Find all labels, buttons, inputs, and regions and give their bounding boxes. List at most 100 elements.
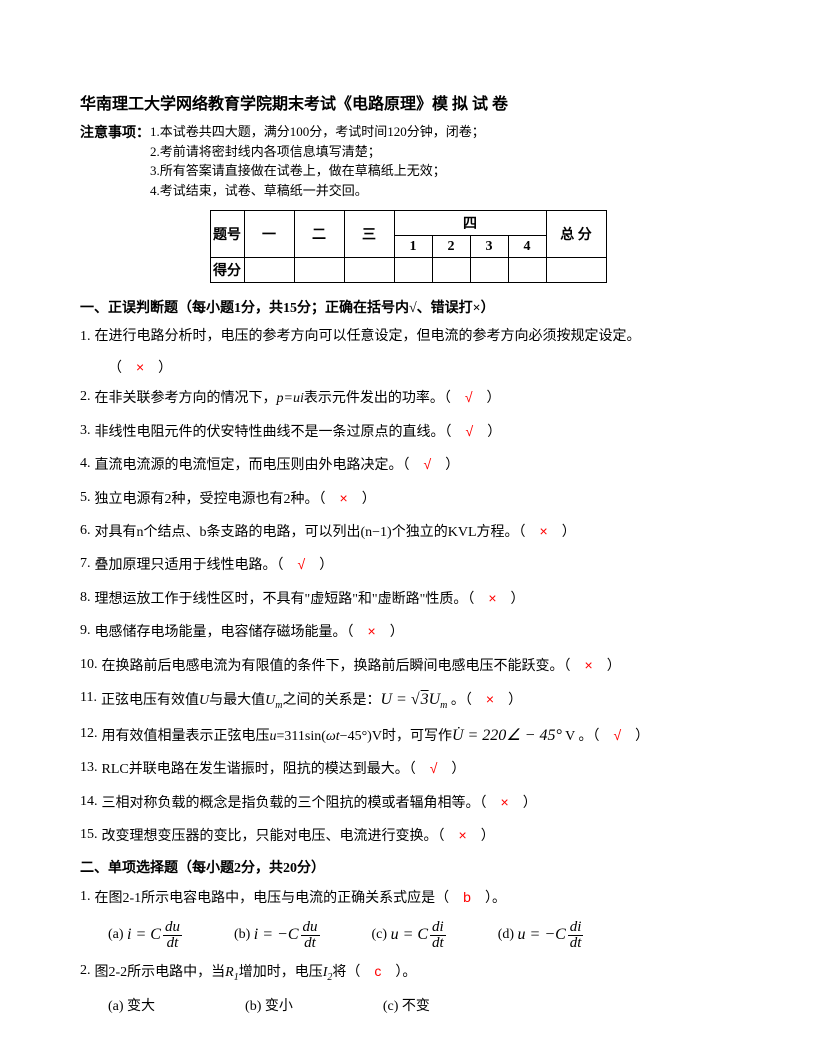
question-number: 10. [80, 654, 98, 678]
col-header: 一 [244, 211, 294, 258]
question: 1. 在进行电路分析时，电压的参考方向可以任意设定，但电流的参考方向必须按规定设… [80, 326, 736, 348]
question-text: 三相对称负载的概念是指负载的三个阻抗的模或者辐角相等。（ × ） [102, 791, 737, 815]
section-header: 一、正误判断题（每小题1分，共15分；正确在括号内√、错误打×） [80, 297, 736, 317]
sub-col: 2 [432, 236, 470, 258]
option: (a) i = Cdudt [108, 920, 184, 951]
question-number: 6. [80, 520, 91, 544]
question: 1. 在图2-1所示电容电路中，电压与电流的正确关系式应是（ b ）。 [80, 886, 736, 910]
question-number: 14. [80, 791, 98, 815]
question-text: 在换路前后电感电流为有限值的条件下，换路前后瞬间电感电压不能跃变。（ × ） [102, 654, 737, 678]
question: 7. 叠加原理只适用于线性电路。（ √ ） [80, 553, 736, 577]
question-number: 7. [80, 553, 91, 577]
score-table: 题号 一 二 三 四 总 分 1 2 3 4 得分 [210, 210, 607, 283]
question-text: 正弦电压有效值U与最大值Um之间的关系是：U = √3Um 。（ × ） [101, 687, 736, 714]
question: 15. 改变理想变压器的变比，只能对电压、电流进行变换。（ × ） [80, 824, 736, 848]
question-text: 在非关联参考方向的情况下，p=ui表示元件发出的功率。（ √ ） [95, 386, 737, 410]
answer-mark: × [368, 623, 376, 639]
question: 5. 独立电源有2种，受控电源也有2种。（ × ） [80, 487, 736, 511]
option: (a) 变大 [108, 995, 155, 1015]
notice-item: 4.考试结束，试卷、草稿纸一并交回。 [150, 181, 485, 201]
answer-mark: √ [613, 727, 621, 743]
question: 10. 在换路前后电感电流为有限值的条件下，换路前后瞬间电感电压不能跃变。（ ×… [80, 654, 736, 678]
question-number: 3. [80, 420, 91, 444]
col-header: 总 分 [546, 211, 606, 258]
question-number: 8. [80, 587, 91, 611]
question-number: 9. [80, 620, 91, 644]
question: 6. 对具有n个结点、b条支路的电路，可以列出(n−1)个独立的KVL方程。（ … [80, 520, 736, 544]
section-header: 二、单项选择题（每小题2分，共20分） [80, 857, 736, 877]
question-text: 直流电流源的电流恒定，而电压则由外电路决定。（ √ ） [95, 453, 737, 477]
option: (d) u = −Cdidt [498, 920, 586, 951]
notice-label: 注意事项： [80, 122, 150, 142]
sub-col: 1 [394, 236, 432, 258]
question-text: 独立电源有2种，受控电源也有2种。（ × ） [95, 487, 737, 511]
answer-mark: × [540, 523, 548, 539]
question: 4. 直流电流源的电流恒定，而电压则由外电路决定。（ √ ） [80, 453, 736, 477]
answer-mark: √ [424, 456, 432, 472]
option: (c) u = Cdidt [372, 920, 448, 951]
question-text: 电感储存电场能量，电容储存磁场能量。（ × ） [95, 620, 737, 644]
question-text: 用有效值相量表示正弦电压u=311sin(ωt−45°)V时，可写作U̇ = 2… [102, 723, 737, 749]
answer-mark: √ [430, 760, 438, 776]
question: 2. 图2-2所示电路中，当R1增加时，电压I2将（ c ）。 [80, 960, 736, 986]
answer-mark: √ [298, 556, 306, 572]
question-number: 13. [80, 757, 98, 781]
notice-block: 注意事项： 1.本试卷共四大题，满分100分，考试时间120分钟，闭卷； 2.考… [80, 122, 736, 200]
answer-mark: × [340, 490, 348, 506]
answer-paren: （ × ） [108, 357, 736, 377]
answer-mark: √ [466, 423, 474, 439]
row-label: 得分 [210, 258, 244, 283]
question: 8. 理想运放工作于线性区时，不具有"虚短路"和"虚断路"性质。（ × ） [80, 587, 736, 611]
question: 12. 用有效值相量表示正弦电压u=311sin(ωt−45°)V时，可写作U̇… [80, 723, 736, 749]
answer-mark: √ [465, 389, 473, 405]
question: 13. RLC并联电路在发生谐振时，阻抗的模达到最大。（ √ ） [80, 757, 736, 781]
col-header: 三 [344, 211, 394, 258]
question: 2. 在非关联参考方向的情况下，p=ui表示元件发出的功率。（ √ ） [80, 386, 736, 410]
exam-title: 华南理工大学网络教育学院期末考试《电路原理》模 拟 试 卷 [80, 90, 736, 114]
sub-col: 3 [470, 236, 508, 258]
question-text: 在进行电路分析时，电压的参考方向可以任意设定，但电流的参考方向必须按规定设定。 [95, 326, 737, 348]
sub-col: 4 [508, 236, 546, 258]
question-number: 1. [80, 886, 91, 910]
question-number: 15. [80, 824, 98, 848]
question-text: 叠加原理只适用于线性电路。（ √ ） [95, 553, 737, 577]
answer-mark: × [459, 827, 467, 843]
question-text: RLC并联电路在发生谐振时，阻抗的模达到最大。（ √ ） [102, 757, 737, 781]
question-number: 5. [80, 487, 91, 511]
option-row: (a) i = Cdudt (b) i = −Cdudt (c) u = Cdi… [108, 920, 736, 951]
answer-mark: × [488, 590, 496, 606]
question-text: 非线性电阻元件的伏安特性曲线不是一条过原点的直线。（ √ ） [95, 420, 737, 444]
question-number: 1. [80, 326, 91, 348]
question-text: 理想运放工作于线性区时，不具有"虚短路"和"虚断路"性质。（ × ） [95, 587, 737, 611]
answer-mark: × [136, 359, 144, 375]
answer-mark: × [501, 794, 509, 810]
answer-mark: × [585, 657, 593, 673]
question-number: 4. [80, 453, 91, 477]
notice-items: 1.本试卷共四大题，满分100分，考试时间120分钟，闭卷； 2.考前请将密封线… [150, 122, 485, 200]
col-header: 二 [294, 211, 344, 258]
row-label: 题号 [210, 211, 244, 258]
option: (b) i = −Cdudt [234, 920, 322, 951]
question: 3. 非线性电阻元件的伏安特性曲线不是一条过原点的直线。（ √ ） [80, 420, 736, 444]
col-header: 四 [394, 211, 546, 236]
question-number: 2. [80, 960, 91, 986]
answer-mark: c [374, 963, 381, 979]
question-text: 在图2-1所示电容电路中，电压与电流的正确关系式应是（ b ）。 [95, 886, 737, 910]
notice-item: 2.考前请将密封线内各项信息填写清楚； [150, 142, 485, 162]
question-text: 改变理想变压器的变比，只能对电压、电流进行变换。（ × ） [102, 824, 737, 848]
question: 9. 电感储存电场能量，电容储存磁场能量。（ × ） [80, 620, 736, 644]
question: 11. 正弦电压有效值U与最大值Um之间的关系是：U = √3Um 。（ × ） [80, 687, 736, 714]
notice-item: 1.本试卷共四大题，满分100分，考试时间120分钟，闭卷； [150, 122, 485, 142]
option-row: (a) 变大 (b) 变小 (c) 不变 [108, 995, 736, 1015]
question-number: 12. [80, 723, 98, 749]
notice-item: 3.所有答案请直接做在试卷上，做在草稿纸上无效； [150, 161, 485, 181]
answer-mark: b [463, 889, 471, 905]
question-number: 2. [80, 386, 91, 410]
option: (b) 变小 [245, 995, 293, 1015]
question-text: 对具有n个结点、b条支路的电路，可以列出(n−1)个独立的KVL方程。（ × ） [95, 520, 737, 544]
question-text: 图2-2所示电路中，当R1增加时，电压I2将（ c ）。 [95, 960, 737, 986]
question: 14. 三相对称负载的概念是指负载的三个阻抗的模或者辐角相等。（ × ） [80, 791, 736, 815]
answer-mark: × [486, 691, 494, 707]
question-number: 11. [80, 687, 97, 714]
option: (c) 不变 [383, 995, 430, 1015]
